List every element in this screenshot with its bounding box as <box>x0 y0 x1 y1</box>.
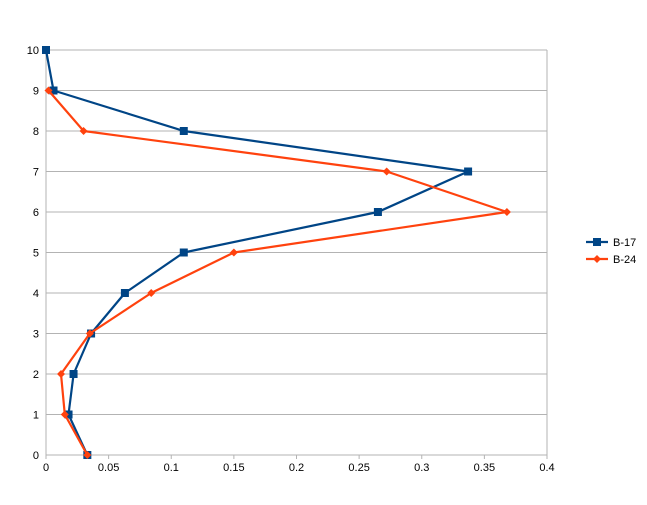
data-point-b-17 <box>179 127 188 135</box>
y-tick-label: 1 <box>33 410 39 422</box>
legend-marker-b-17 <box>593 238 601 246</box>
y-tick-label: 8 <box>33 126 39 138</box>
data-point-b-17 <box>49 86 58 95</box>
legend: B-17 B-24 <box>586 237 636 266</box>
data-point-b-17 <box>120 289 129 297</box>
y-tick-label: 0 <box>33 450 39 462</box>
data-point-b-17 <box>69 370 78 378</box>
legend-marker-b-24 <box>593 255 601 263</box>
data-point-b-24 <box>44 86 53 95</box>
series-line-b-24 <box>47 89 508 456</box>
plot-series <box>42 46 511 459</box>
x-tick-label: 0 <box>43 462 49 474</box>
data-point-b-24 <box>502 208 511 216</box>
x-tick-label: 0.2 <box>289 462 304 474</box>
data-point-b-17 <box>464 167 473 176</box>
y-tick-label: 7 <box>33 167 39 179</box>
x-tick-label: 0.3 <box>414 462 429 474</box>
x-tick-label: 0.15 <box>223 462 244 474</box>
grid <box>46 49 548 456</box>
data-point-b-24 <box>60 410 69 419</box>
x-tick-label: 0.4 <box>539 462 554 474</box>
data-point-b-24 <box>229 248 238 257</box>
y-tick-label: 2 <box>33 369 39 381</box>
axes: 0 1 2 3 4 5 6 7 8 9 10 0 0.05 0.1 0.15 0.2 0.25 0.3 0.35 0.… <box>27 45 555 474</box>
legend-label-b-17: B-17 <box>613 237 636 249</box>
x-tick-label: 0.1 <box>164 462 179 474</box>
data-point-b-24 <box>57 370 66 378</box>
y-tick-label: 5 <box>33 248 39 260</box>
data-point-b-17 <box>42 46 50 54</box>
data-point-b-17 <box>373 208 382 216</box>
x-tick-label: 0.05 <box>98 462 119 474</box>
data-point-b-24 <box>85 329 94 338</box>
y-tick-label: 4 <box>33 288 39 300</box>
x-tick-label: 0.25 <box>348 462 369 474</box>
series-b-24 <box>44 86 511 459</box>
y-tick-label: 10 <box>27 45 39 57</box>
data-point-b-17 <box>179 248 188 257</box>
data-point-b-24 <box>147 289 156 297</box>
y-tick-label: 6 <box>33 207 39 219</box>
data-point-b-24 <box>382 167 391 176</box>
y-tick-label: 9 <box>33 86 39 98</box>
x-tick-label: 0.35 <box>474 462 495 474</box>
data-point-b-24 <box>83 451 92 459</box>
y-tick-label: 3 <box>33 329 39 341</box>
data-point-b-24 <box>79 127 88 135</box>
legend-label-b-24: B-24 <box>613 254 636 266</box>
